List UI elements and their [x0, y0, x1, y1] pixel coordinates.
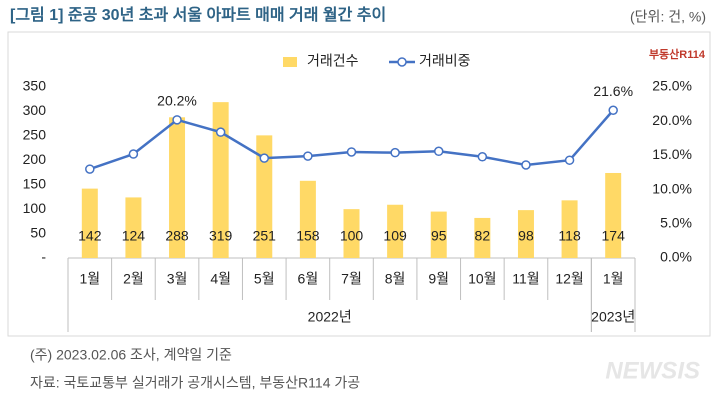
bar [299, 180, 316, 258]
y2-tick-label: 25.0% [652, 78, 692, 94]
x-tick-label: 3월 [167, 271, 188, 287]
y-tick-label: 100 [23, 200, 47, 216]
bar [517, 210, 534, 258]
bar-value-label: 174 [602, 228, 626, 244]
line-marker [346, 147, 357, 157]
y-tick-label: 200 [23, 151, 47, 167]
line-marker [608, 105, 618, 116]
legend-label: 거래건수 [307, 53, 359, 69]
line-marker [477, 152, 488, 162]
line-value-label: 21.6% [593, 83, 633, 99]
bar-value-label: 251 [253, 228, 277, 244]
footnote: (주) 2023.02.06 조사, 계약일 기준 [30, 347, 232, 363]
watermark: NEWSIS [605, 357, 700, 384]
bar-value-label: 82 [475, 228, 491, 244]
y-tick-label: 350 [23, 78, 47, 94]
y-tick-label: 50 [30, 224, 46, 240]
x-tick-label: 6월 [298, 271, 319, 287]
bar [561, 200, 578, 258]
bar-value-label: 124 [122, 228, 146, 244]
chart-title: [그림 1] 준공 30년 초과 서울 아파트 매매 거래 월간 추이 [10, 5, 386, 24]
bar [212, 102, 229, 258]
x-tick-label: 8월 [385, 271, 406, 287]
bar [474, 217, 491, 258]
bar-value-label: 109 [383, 228, 407, 244]
y2-tick-label: 15.0% [652, 146, 692, 162]
y2-tick-label: 10.0% [652, 180, 692, 196]
legend-label: 거래비중 [419, 53, 471, 69]
bar [81, 188, 98, 258]
x-tick-label: 4월 [210, 271, 231, 287]
bar-value-label: 118 [558, 228, 581, 244]
bar-value-label: 158 [296, 228, 320, 244]
y-tick-label: - [41, 249, 46, 265]
bar-value-label: 95 [431, 228, 447, 244]
bar [256, 135, 273, 258]
line-marker [259, 153, 270, 163]
line-marker [433, 146, 444, 157]
x-tick-label: 7월 [341, 271, 362, 287]
bar-value-label: 100 [340, 228, 364, 244]
x-tick-label: 12월 [555, 271, 583, 287]
x-tick-label: 2월 [123, 271, 144, 287]
y-tick-label: 300 [23, 102, 47, 118]
line-marker [85, 164, 95, 174]
line [89, 109, 615, 171]
bar [605, 172, 622, 258]
y2-tick-label: 20.0% [652, 112, 692, 128]
source: 자료: 국토교통부 실거래가 공개시스템, 부동산R114 가공 [30, 375, 360, 391]
legend-swatch [397, 57, 407, 67]
line-marker [128, 149, 139, 159]
bar [169, 117, 186, 258]
legend-swatch [283, 57, 297, 67]
x-tick-label: 9월 [428, 271, 449, 287]
bar [430, 211, 447, 258]
bar-value-label: 142 [78, 228, 102, 244]
group-label: 2022년 [308, 309, 352, 325]
line-value-label: 20.2% [157, 93, 197, 109]
x-tick-label: 11월 [512, 271, 539, 287]
bar [125, 197, 142, 258]
bar [387, 204, 404, 258]
line-marker [172, 115, 182, 125]
x-tick-label: 10월 [468, 271, 496, 287]
y2-tick-label: 5.0% [660, 215, 692, 231]
y2-tick-label: 0.0% [660, 249, 692, 265]
y-tick-label: 150 [23, 175, 47, 191]
x-tick-label: 1월 [603, 271, 624, 287]
x-tick-label: 5월 [254, 271, 275, 287]
bar-value-label: 98 [518, 228, 534, 244]
x-tick-label: 1월 [79, 271, 100, 287]
line-marker [303, 151, 313, 161]
bar-value-label: 319 [209, 228, 233, 244]
y-tick-label: 250 [23, 127, 47, 143]
line-marker [564, 155, 575, 165]
bar [343, 209, 360, 258]
group-label: 2023년 [591, 309, 635, 325]
chart-frame [7, 31, 711, 337]
line-marker [215, 127, 226, 137]
bar-value-label: 288 [165, 228, 189, 244]
unit-note: (단위: 건, %) [630, 9, 706, 25]
line-marker [521, 160, 531, 170]
logo: 부동산R114 [649, 47, 706, 61]
line-marker [390, 147, 400, 158]
